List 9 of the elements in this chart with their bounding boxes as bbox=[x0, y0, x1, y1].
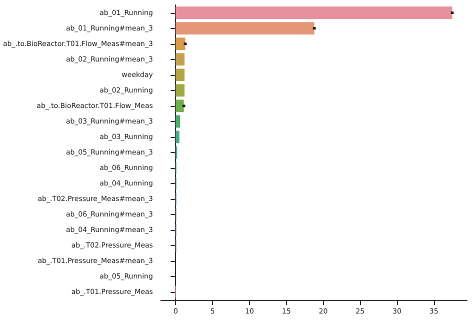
bar bbox=[176, 130, 180, 144]
bar bbox=[176, 68, 185, 82]
bar bbox=[176, 115, 180, 128]
bar bbox=[176, 6, 452, 19]
bar bbox=[176, 100, 184, 112]
bar bbox=[176, 38, 186, 50]
bar bbox=[176, 84, 185, 97]
bar bbox=[176, 22, 314, 34]
bar bbox=[176, 53, 185, 66]
